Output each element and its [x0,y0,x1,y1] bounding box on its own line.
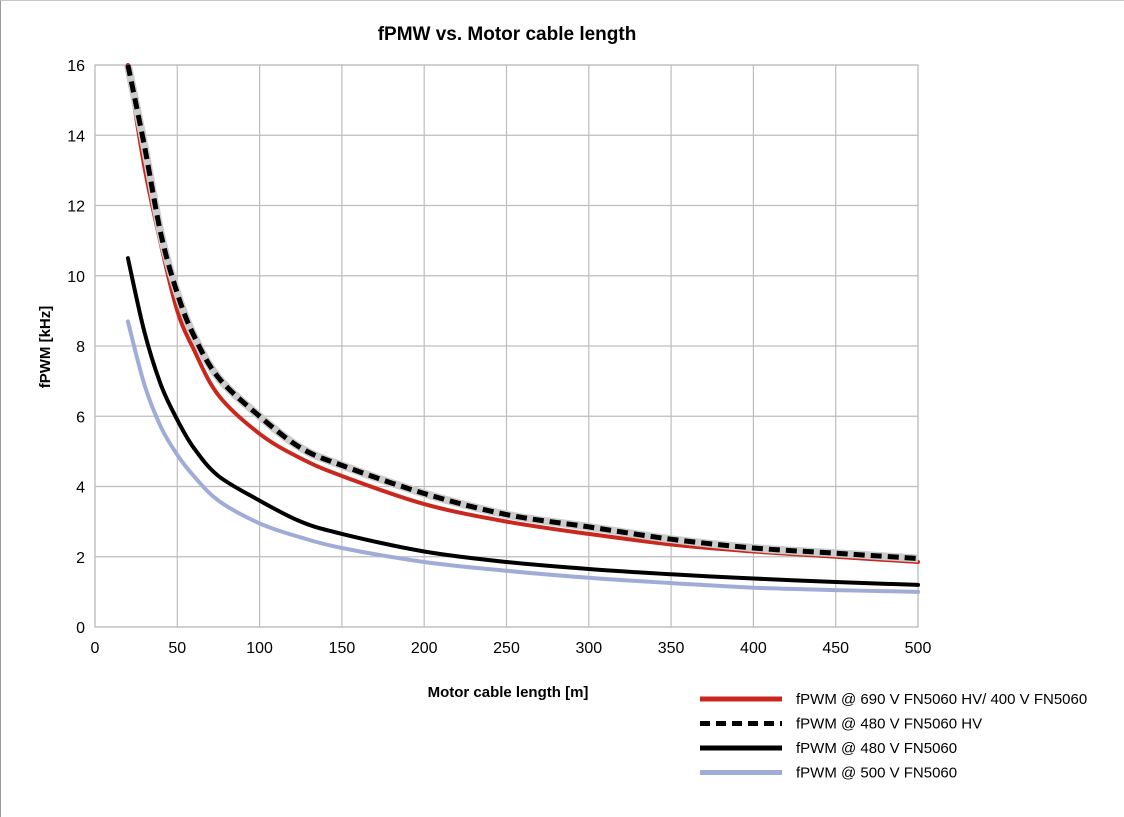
y-tick-label: 6 [76,409,85,426]
y-tick-label: 4 [76,480,85,497]
x-tick-label: 500 [905,640,932,657]
legend-label: fPWM @ 480 V FN5060 HV [796,716,982,733]
series-480v-hv-line [123,64,919,563]
plot-area [94,64,919,628]
ticks: 0 50 100 150 200 250 300 350 400 450 500 0 2 4 6 8 10 12 1… [67,58,931,657]
series-dashed-line [125,64,919,561]
x-tick-label: 400 [740,640,767,657]
y-tick-label: 14 [67,128,85,145]
x-tick-label: 250 [493,640,520,657]
x-tick-label: 350 [658,640,685,657]
x-tick-label: 50 [168,640,186,657]
x-tick-label: 150 [329,640,356,657]
series-dashed-halo [123,64,919,563]
x-axis-label: Motor cable length [m] [428,684,589,701]
series-690v-400v-line [125,63,920,564]
legend-item: fPWM @ 690 V FN5060 HV/ 400 V FN5060 [700,691,1087,708]
series-layer [123,63,920,594]
series-solid-line [125,63,920,564]
legend-item: fPWM @ 500 V FN5060 [700,765,957,782]
y-tick-label: 12 [67,199,85,216]
x-tick-label: 300 [575,640,602,657]
series-solid-line [125,256,920,587]
y-tick-label: 16 [67,58,85,75]
series-solid-line [125,319,920,594]
x-tick-label: 0 [91,640,100,657]
legend-label: fPWM @ 480 V FN5060 [796,740,957,757]
chart-title: fPMW vs. Motor cable length [378,24,637,45]
legend-item: fPWM @ 480 V FN5060 [700,740,957,757]
series-480v-line [125,256,920,587]
y-tick-label: 8 [76,339,85,356]
legend-label: fPWM @ 500 V FN5060 [796,765,957,782]
x-tick-label: 450 [822,640,849,657]
legend: fPWM @ 690 V FN5060 HV/ 400 V FN5060 fPWM… [700,691,1087,782]
y-tick-label: 10 [67,269,85,286]
x-tick-label: 100 [246,640,273,657]
grid [94,64,919,628]
y-tick-label: 0 [76,620,85,637]
series-500v-line [125,319,920,594]
x-tick-label: 200 [411,640,438,657]
y-tick-label: 2 [76,550,85,567]
y-axis-label: fPWM [kHz] [37,306,54,389]
legend-item: fPWM @ 480 V FN5060 HV [700,716,982,733]
legend-label: fPWM @ 690 V FN5060 HV/ 400 V FN5060 [796,691,1087,708]
